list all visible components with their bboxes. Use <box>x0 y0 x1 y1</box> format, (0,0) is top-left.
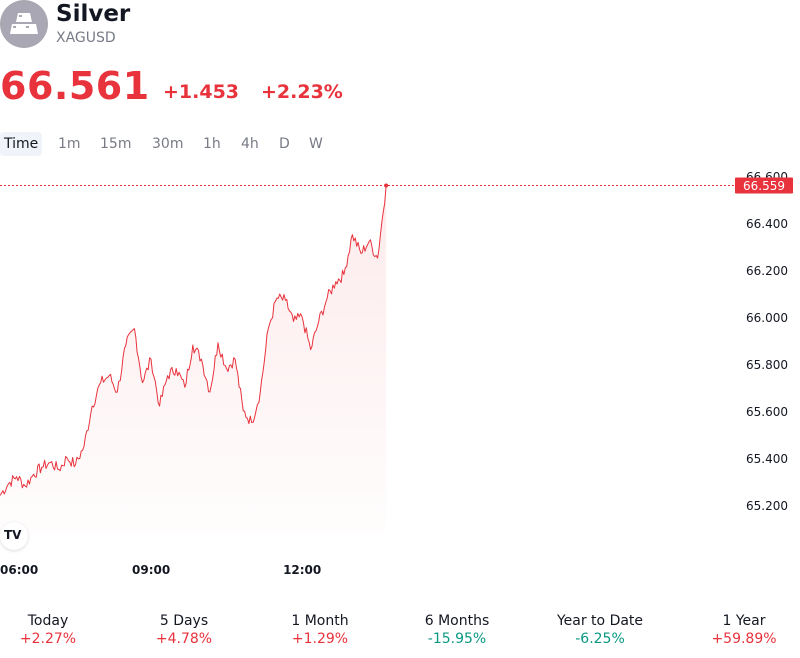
y-tick-label: 65.800 <box>746 358 788 372</box>
interval-d[interactable]: D <box>279 136 290 152</box>
y-tick-label: 66.000 <box>746 311 788 325</box>
tradingview-logo-icon[interactable]: TV <box>0 522 28 550</box>
last-price-badge-label: 66.559 <box>743 179 785 193</box>
price-area-fill <box>0 185 387 535</box>
perf-today[interactable]: Today +2.27% <box>0 612 113 648</box>
last-price-dot <box>384 183 389 188</box>
y-tick-label: 65.600 <box>746 405 788 419</box>
y-tick-label: 65.200 <box>746 499 788 513</box>
perf-5-days[interactable]: 5 Days +4.78% <box>119 612 249 648</box>
perf-1-month[interactable]: 1 Month +1.29% <box>255 612 385 648</box>
interval-time[interactable]: Time <box>0 132 43 156</box>
perf-value: -6.25% <box>575 631 625 647</box>
perf-label: Today <box>27 613 69 629</box>
price-chart[interactable]: 65.200 65.400 65.600 65.800 66.000 66.200 66.4… <box>0 170 800 585</box>
perf-label: 6 Months <box>424 613 490 629</box>
y-tick-label: 65.400 <box>746 452 788 466</box>
x-tick-label: 06:00 <box>0 563 38 577</box>
perf-6-months[interactable]: 6 Months -15.95% <box>392 612 522 648</box>
silver-bars-icon <box>0 0 48 48</box>
interval-15m[interactable]: 15m <box>100 136 132 152</box>
perf-value: +1.29% <box>291 631 349 647</box>
perf-label: Year to Date <box>556 613 644 629</box>
perf-value: +2.27% <box>19 631 77 647</box>
perf-1-year[interactable]: 1 Year +59.89% <box>679 612 800 648</box>
y-tick-label: 66.200 <box>746 264 788 278</box>
price-change: +1.453 <box>163 81 240 103</box>
x-tick-label: 09:00 <box>132 563 170 577</box>
last-price-badge <box>735 177 793 194</box>
x-tick-label: 12:00 <box>283 563 321 577</box>
symbol-name: Silver <box>56 1 131 27</box>
performance-bar: Today +2.27% 5 Days +4.78% 1 Month +1.29… <box>0 612 800 652</box>
interval-1h[interactable]: 1h <box>203 136 221 152</box>
perf-year-to-date[interactable]: Year to Date -6.25% <box>535 612 665 648</box>
perf-value: +4.78% <box>155 631 213 647</box>
y-tick-label: 66.400 <box>746 217 788 231</box>
perf-label: 5 Days <box>159 613 209 629</box>
perf-label: 1 Year <box>722 613 766 629</box>
price-change-percent: +2.23% <box>261 81 343 103</box>
last-price: 66.561 <box>0 64 150 108</box>
interval-1m[interactable]: 1m <box>58 136 81 152</box>
interval-30m[interactable]: 30m <box>152 136 184 152</box>
perf-value: -15.95% <box>427 631 487 647</box>
perf-label: 1 Month <box>291 613 349 629</box>
price-line <box>0 185 387 496</box>
perf-value: +59.89% <box>711 631 777 647</box>
symbol-ticker: XAGUSD <box>56 30 116 46</box>
symbol-header: Silver XAGUSD <box>0 0 800 60</box>
interval-4h[interactable]: 4h <box>241 136 259 152</box>
interval-w[interactable]: W <box>309 136 323 152</box>
